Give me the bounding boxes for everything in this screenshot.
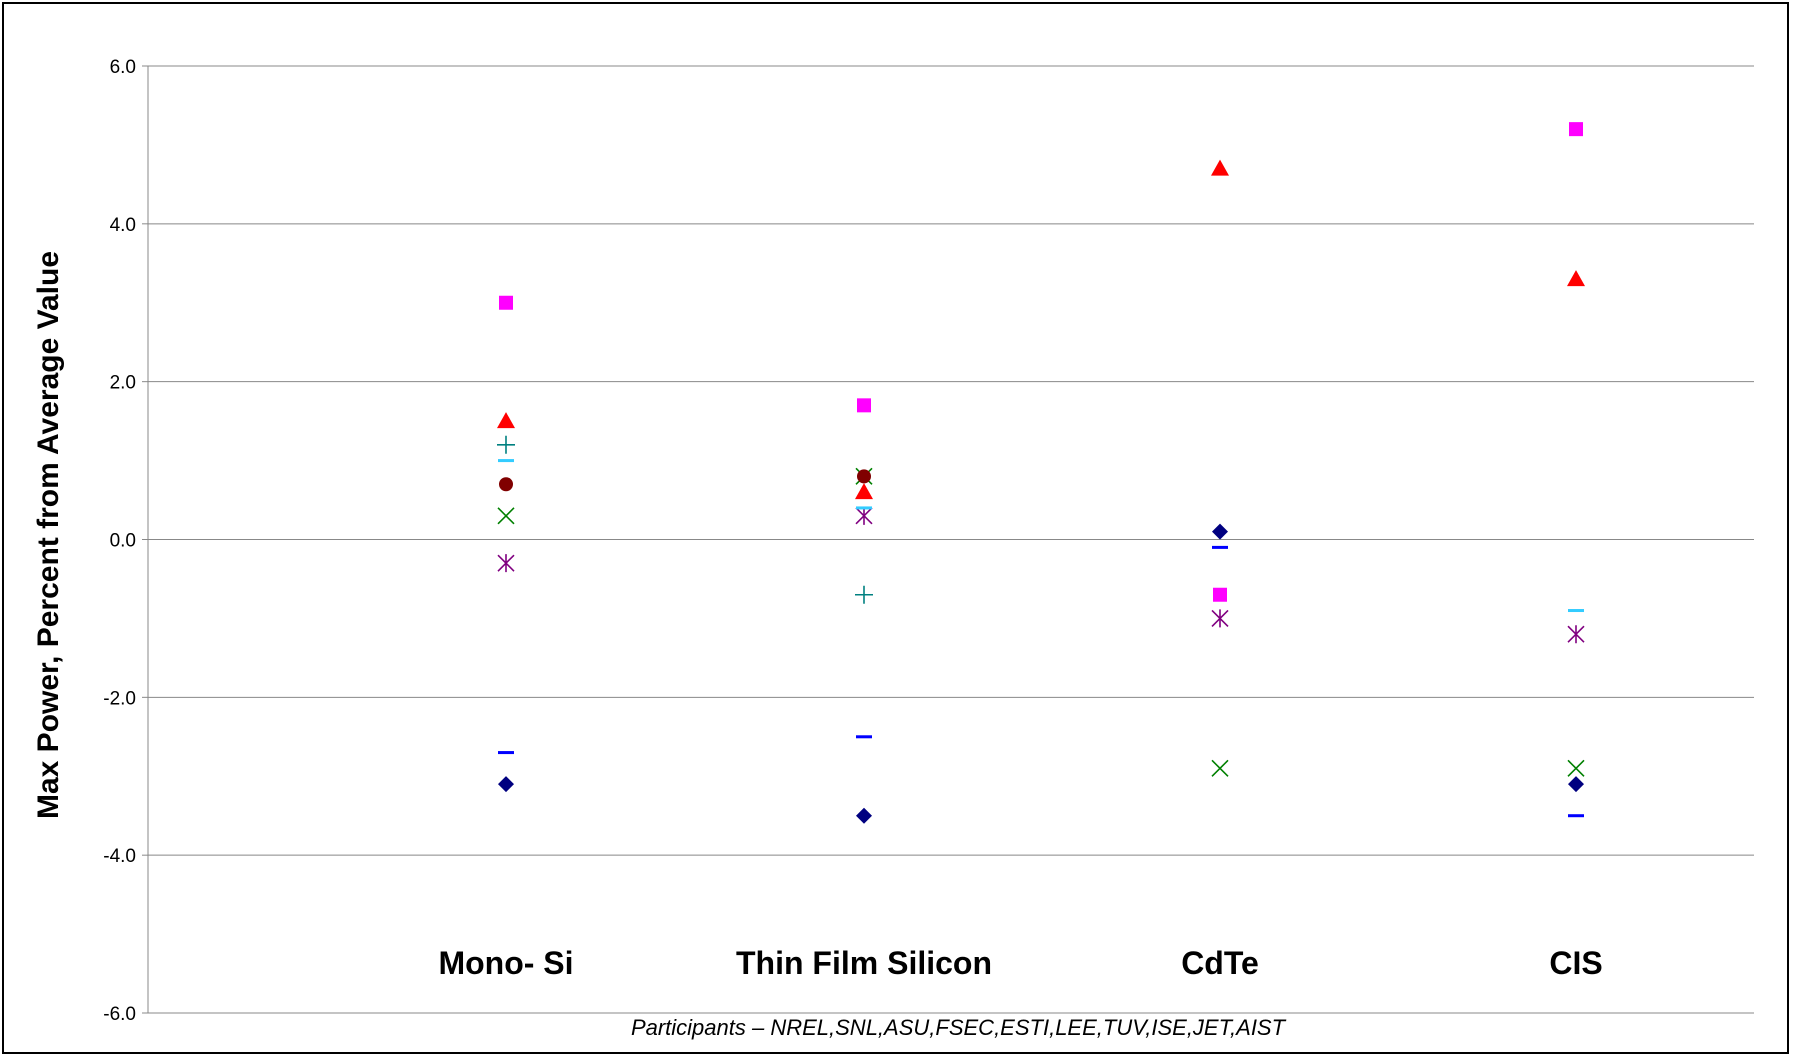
category-label: CIS	[1549, 945, 1602, 981]
data-point-dash	[1568, 609, 1584, 613]
data-point-square	[1213, 587, 1227, 602]
data-point-dash	[856, 506, 872, 510]
data-point-asterisk	[1211, 609, 1229, 628]
participants-footnote: Participants – NREL,SNL,ASU,FSEC,ESTI,LE…	[631, 1015, 1287, 1040]
data-point-diamond	[856, 807, 872, 824]
y-tick-label: -2.0	[103, 688, 136, 709]
y-tick-label: 4.0	[110, 215, 136, 236]
data-point-diamond	[498, 776, 514, 793]
data-point-square	[857, 398, 871, 413]
data-point-circle	[499, 477, 513, 492]
data-point-asterisk	[497, 554, 515, 573]
y-axis-label: Max Power, Percent from Average Value	[32, 251, 65, 819]
data-point-square	[1569, 122, 1583, 137]
y-tick-labels: 6.0 4.0 2.0 0.0 -2.0 -4.0 -6.0	[103, 57, 136, 1025]
data-point-dash	[498, 751, 514, 755]
data-point-dash	[1568, 814, 1584, 818]
data-point-asterisk	[855, 506, 873, 525]
data-point-asterisk	[1567, 625, 1585, 644]
y-tick-label: -6.0	[103, 1004, 136, 1025]
data-point-triangle	[855, 483, 873, 500]
category-label: Thin Film Silicon	[736, 945, 992, 981]
y-axis	[142, 65, 149, 1014]
data-point-dash	[1212, 545, 1228, 549]
data-point-circle	[857, 469, 871, 484]
data-point-dash	[856, 735, 872, 739]
y-tick-label: 0.0	[110, 531, 136, 552]
data-point-diamond	[1212, 523, 1228, 540]
data-point-diamond	[1568, 776, 1584, 793]
data-point-x	[497, 507, 515, 525]
data-point-triangle	[1567, 270, 1585, 287]
data-point-plus	[855, 585, 873, 604]
data-point-square	[499, 295, 513, 310]
category-label: Mono- Si	[438, 945, 573, 981]
data-point-plus	[497, 435, 515, 454]
data-point-triangle	[1211, 159, 1229, 176]
y-tick-label: -4.0	[103, 846, 136, 867]
grid-lines	[148, 65, 1754, 1014]
data-point-x	[1567, 759, 1585, 777]
category-labels: Mono- Si Thin Film Silicon CdTe CIS	[438, 945, 1602, 981]
y-tick-label: 6.0	[110, 57, 136, 78]
data-point-x	[1211, 759, 1229, 777]
category-label: CdTe	[1181, 945, 1259, 981]
data-point-triangle	[497, 412, 515, 429]
y-tick-label: 2.0	[110, 373, 136, 394]
data-point-dash	[498, 459, 514, 463]
data-points	[497, 122, 1585, 824]
